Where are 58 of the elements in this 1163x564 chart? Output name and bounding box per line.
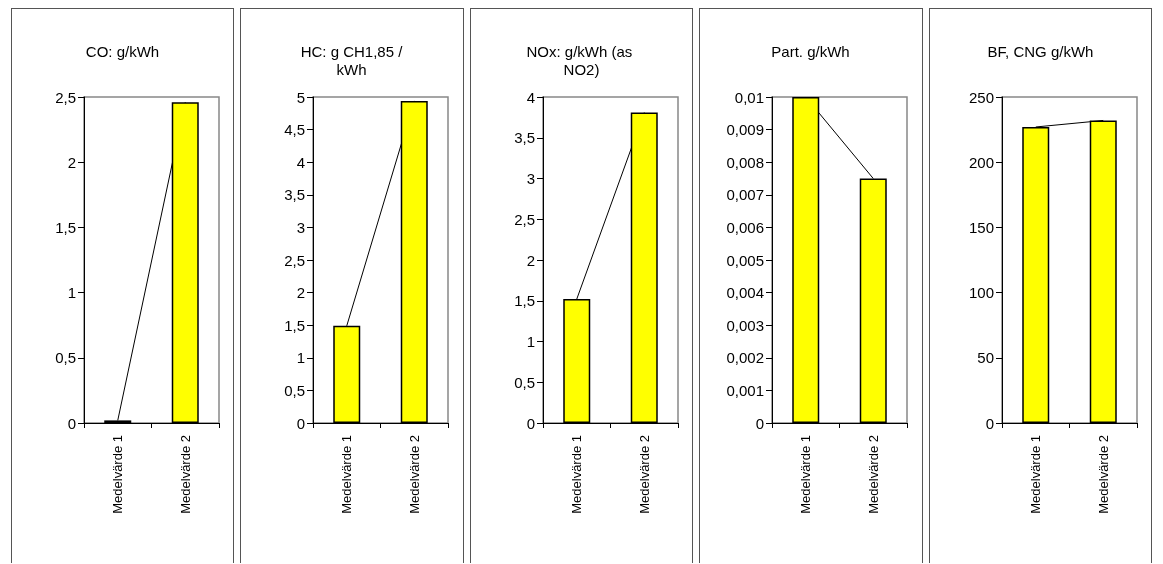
y-tick-label: 0 (297, 414, 306, 432)
y-tick-label: 4,5 (284, 121, 306, 139)
y-tick-label: 0 (526, 414, 535, 432)
y-tick-label: 1,5 (284, 316, 306, 334)
y-tick-label: 0,005 (726, 251, 765, 269)
y-tick-label: 0,002 (726, 349, 765, 367)
y-tick-label: 4 (297, 153, 306, 171)
y-tick-label: 100 (968, 284, 994, 302)
y-tick-label: 0,008 (726, 153, 765, 171)
x-tick-label: Medelvärde 2 (1095, 435, 1111, 514)
x-tick-label: Medelvärde 2 (407, 435, 423, 514)
y-tick-label: 0,001 (726, 381, 765, 399)
x-tick-label: Medelvärde 1 (339, 435, 355, 514)
chart-title: NOx: g/kWh (as NO2) (526, 42, 637, 78)
y-tick-label: 250 (968, 88, 994, 106)
y-tick-label: 2 (67, 153, 76, 171)
y-tick-label: 0,004 (726, 284, 765, 302)
y-tick-label: 0 (755, 414, 765, 432)
y-tick-label: 1 (297, 349, 306, 367)
y-tick-label: 0,007 (726, 186, 765, 204)
chart-title: CO: g/kWh (85, 42, 160, 60)
y-tick-label: 0,5 (284, 381, 306, 399)
y-tick-label: 1 (67, 284, 76, 302)
chart-title: BF, CNG g/kWh (987, 42, 1094, 60)
y-tick-label: 2 (526, 251, 535, 269)
chart-title: Part. g/kWh (771, 42, 850, 60)
y-tick-label: 0,5 (55, 349, 76, 367)
y-tick-label: 2 (297, 284, 306, 302)
y-tick-label: 150 (968, 218, 994, 236)
x-tick-label: Medelvärde 1 (798, 435, 814, 514)
y-tick-label: 0,006 (726, 218, 765, 236)
y-tick-label: 0,009 (726, 121, 765, 139)
y-tick-label: 2,5 (513, 210, 535, 228)
x-tick-label: Medelvärde 1 (1027, 435, 1043, 514)
y-tick-label: 0 (985, 414, 994, 432)
x-tick-label: Medelvärde 2 (177, 435, 193, 514)
y-tick-label: 3 (297, 218, 306, 236)
y-tick-label: 0,003 (726, 316, 765, 334)
chart-title: HC: g CH1,85 /kWh (301, 42, 404, 78)
y-tick-label: 50 (976, 349, 994, 367)
x-tick-label: Medelvärde 1 (110, 435, 126, 514)
y-tick-label: 4 (526, 88, 535, 106)
y-tick-label: 1,5 (55, 218, 76, 236)
y-tick-label: 1 (526, 333, 535, 350)
y-tick-label: 3,5 (513, 129, 535, 147)
y-tick-label: 200 (968, 153, 994, 171)
y-tick-label: 5 (297, 88, 306, 106)
y-tick-label: 2,5 (55, 88, 76, 106)
x-tick-label: Medelvärde 2 (636, 435, 652, 514)
x-tick-label: Medelvärde 2 (865, 435, 881, 514)
y-tick-label: 3,5 (284, 186, 306, 204)
y-tick-label: 0 (67, 414, 76, 432)
y-tick-label: 0,5 (513, 373, 535, 391)
y-tick-label: 2,5 (284, 251, 306, 269)
x-tick-label: Medelvärde 1 (569, 435, 585, 514)
y-tick-label: 0,01 (735, 88, 765, 106)
y-tick-label: 1,5 (513, 292, 535, 310)
y-tick-label: 3 (526, 170, 535, 187)
